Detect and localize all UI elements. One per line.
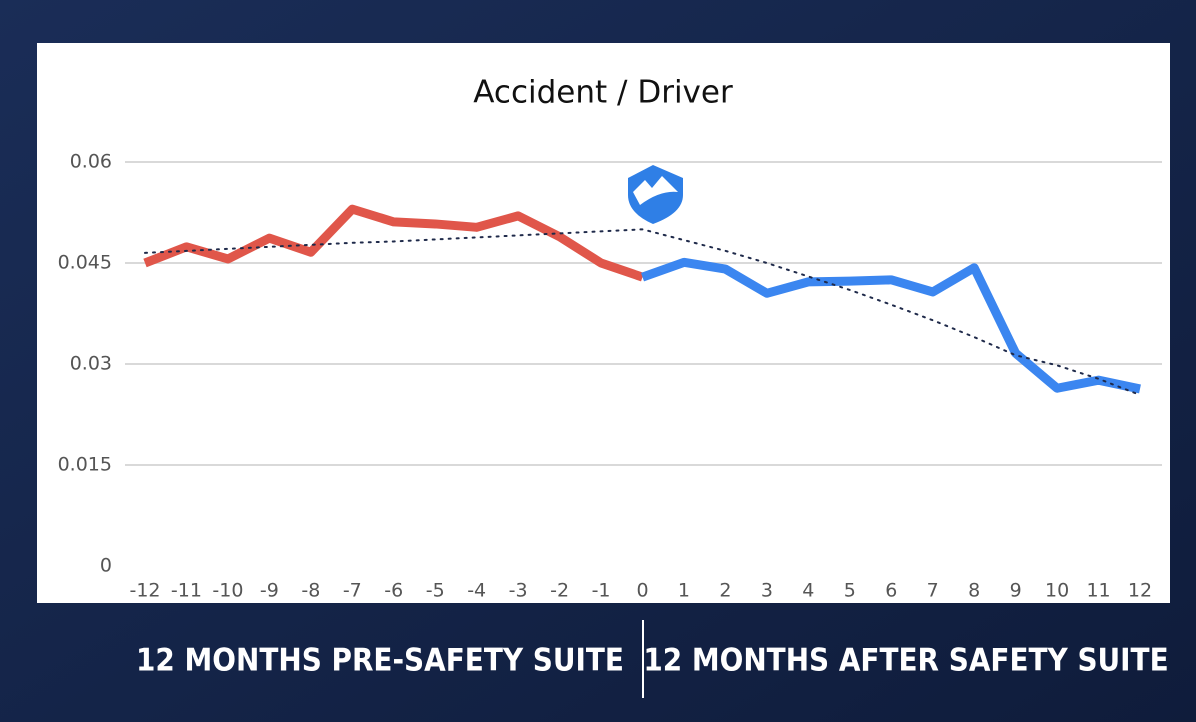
x-tick-label: -3: [509, 580, 528, 602]
data-line: [143, 204, 644, 282]
x-tick-label: -1: [592, 580, 611, 602]
x-tick-label: -4: [467, 580, 486, 602]
x-tick-label: -10: [212, 580, 243, 602]
caption: 12 MONTHS PRE-SAFETY SUITE: [136, 643, 624, 679]
caption: 12 MONTHS AFTER SAFETY SUITE: [643, 643, 1168, 679]
x-tick-label: 8: [968, 580, 980, 602]
x-tick-label: -7: [343, 580, 362, 602]
x-tick-label: -9: [260, 580, 279, 602]
y-tick-label: 0.015: [58, 454, 112, 476]
x-tick-label: 0: [636, 580, 648, 602]
x-tick-label: 10: [1045, 580, 1069, 602]
data-line: [640, 257, 1141, 394]
x-tick-label: -11: [171, 580, 202, 602]
x-tick-label: 3: [761, 580, 773, 602]
chart-title: Accident / Driver: [473, 75, 733, 111]
x-tick-label: -2: [550, 580, 569, 602]
x-tick-label: 7: [927, 580, 939, 602]
trend-line: [144, 228, 1141, 396]
x-tick-label: -12: [129, 580, 160, 602]
y-tick-label: 0.06: [70, 151, 112, 173]
shield-icon: [628, 165, 683, 224]
y-tick-label: 0.045: [58, 252, 112, 274]
y-tick-label: 0: [100, 555, 112, 577]
x-tick-label: 5: [844, 580, 856, 602]
x-tick-label: 4: [802, 580, 814, 602]
x-tick-label: 2: [719, 580, 731, 602]
x-tick-label: 6: [885, 580, 897, 602]
x-tick-label: -8: [301, 580, 320, 602]
chart-panel: [37, 43, 1170, 603]
x-tick-label: -6: [384, 580, 403, 602]
x-tick-label: 9: [1010, 580, 1022, 602]
x-tick-label: 1: [678, 580, 690, 602]
x-tick-label: -5: [426, 580, 445, 602]
x-tick-label: 11: [1086, 580, 1110, 602]
y-tick-label: 0.03: [70, 353, 112, 375]
x-tick-label: 12: [1128, 580, 1152, 602]
